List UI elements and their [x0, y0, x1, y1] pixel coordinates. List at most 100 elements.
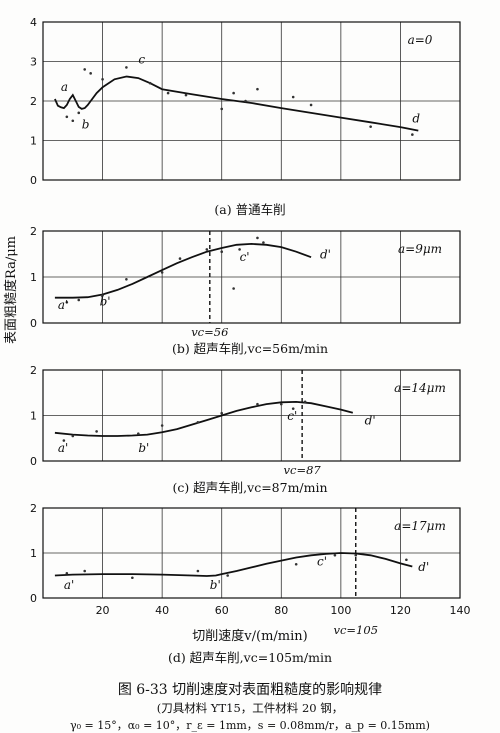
vc-marker-label: vc=87 [284, 463, 322, 477]
curve-point-label: a' [58, 441, 68, 455]
curve-point-label: c [138, 52, 145, 66]
data-point [148, 81, 152, 85]
y-tick-label: 0 [30, 455, 37, 468]
data-point [160, 271, 164, 274]
x-tick-label: 140 [450, 604, 471, 617]
data-point [291, 95, 295, 99]
curve-point-label: d' [418, 560, 429, 574]
panel-title: (d) 超声车削,vc=105m/min [168, 650, 332, 665]
y-tick-label: 1 [30, 410, 37, 423]
series-line [54, 242, 312, 299]
series-line [54, 552, 413, 577]
data-point [77, 111, 81, 115]
data-point [294, 562, 298, 566]
data-point [411, 133, 414, 136]
plot-frame [42, 507, 461, 599]
figure-caption: 图 6-33 切削速度对表面粗糙度的影响规律 [118, 682, 382, 698]
vc-marker-label: vc=56 [191, 325, 228, 339]
x-tick-label: 60 [215, 604, 229, 617]
curve-point-label: a' [58, 298, 68, 312]
data-point [232, 91, 235, 95]
data-point [256, 87, 259, 91]
curve-point-label: a [61, 80, 68, 94]
curve-point-label: b' [210, 578, 221, 592]
y-tick-label: 0 [30, 592, 37, 605]
x-tick-label: 40 [155, 604, 169, 617]
data-point [101, 294, 104, 297]
data-point [62, 439, 66, 442]
y-tick-label: 0 [30, 317, 37, 330]
x-tick-label: 20 [96, 604, 110, 617]
data-point [279, 402, 283, 406]
amplitude-label: a=17μm [394, 519, 446, 533]
y-tick-label: 2 [30, 502, 37, 515]
x-tick-label: 120 [390, 604, 411, 617]
panel-title: (a) 普通车削 [214, 202, 285, 217]
data-point [262, 241, 265, 244]
data-point [65, 301, 69, 304]
y-tick-label: 2 [30, 95, 37, 108]
data-point [205, 248, 209, 251]
curve-point-label: b' [138, 441, 149, 455]
data-point [232, 287, 235, 290]
data-point [256, 402, 259, 406]
y-tick-label: 1 [30, 547, 37, 560]
series-line [54, 400, 354, 437]
data-point [131, 576, 134, 580]
data-point [184, 93, 188, 97]
y-tick-label: 3 [30, 56, 37, 69]
x-tick-label: 100 [330, 604, 351, 617]
y-tick-label: 0 [30, 174, 37, 187]
amplitude-label: a=0 [408, 33, 433, 47]
data-point [369, 125, 372, 128]
figure-params: γ₀ = 15°，α₀ = 10°，r_ε = 1mm，s = 0.08mm/r… [70, 719, 430, 732]
x-tick-label: 80 [274, 604, 288, 617]
data-point [71, 119, 75, 123]
data-point [244, 99, 247, 103]
curve-point-label: c' [240, 250, 250, 264]
data-point [196, 421, 200, 424]
data-point [220, 250, 224, 253]
data-point [405, 558, 408, 562]
y-tick-label: 1 [30, 271, 37, 284]
y-tick-label: 2 [30, 225, 37, 238]
data-point [101, 77, 104, 81]
data-point [220, 107, 224, 111]
curve-point-label: a' [64, 578, 74, 592]
amplitude-label: a=14μm [394, 381, 446, 395]
data-point [89, 72, 92, 75]
figure-note: (刀具材料 YT15，工件材料 20 钢， [157, 701, 343, 715]
x-axis-label: 切削速度v/(m/min) [192, 628, 307, 644]
data-point [125, 66, 128, 69]
curve-point-label: d' [365, 414, 376, 428]
data-point [256, 236, 259, 240]
plot-frame [42, 230, 461, 324]
panel-title: (c) 超声车削,vc=87m/min [172, 480, 327, 495]
data-point [166, 91, 170, 95]
curve-point-label: b [82, 118, 90, 132]
data-point [160, 424, 164, 427]
data-point [333, 553, 337, 557]
y-tick-label: 2 [30, 364, 37, 377]
data-point [220, 411, 224, 415]
data-point [125, 278, 128, 281]
data-point [83, 569, 86, 573]
curve-point-label: d' [320, 248, 331, 262]
y-tick-label: 4 [30, 16, 37, 29]
amplitude-label: a=9μm [398, 242, 442, 256]
data-point [354, 553, 358, 557]
data-point [95, 430, 98, 433]
plot-frame [42, 21, 461, 181]
data-point [238, 248, 241, 251]
data-point [178, 257, 182, 260]
data-point [196, 569, 200, 573]
series-line [54, 75, 419, 132]
plot-frame [42, 369, 461, 462]
curve-point-label: d [412, 112, 420, 126]
data-point [65, 571, 69, 575]
data-point [65, 115, 69, 119]
y-tick-label: 1 [30, 135, 37, 148]
data-point [71, 434, 75, 438]
